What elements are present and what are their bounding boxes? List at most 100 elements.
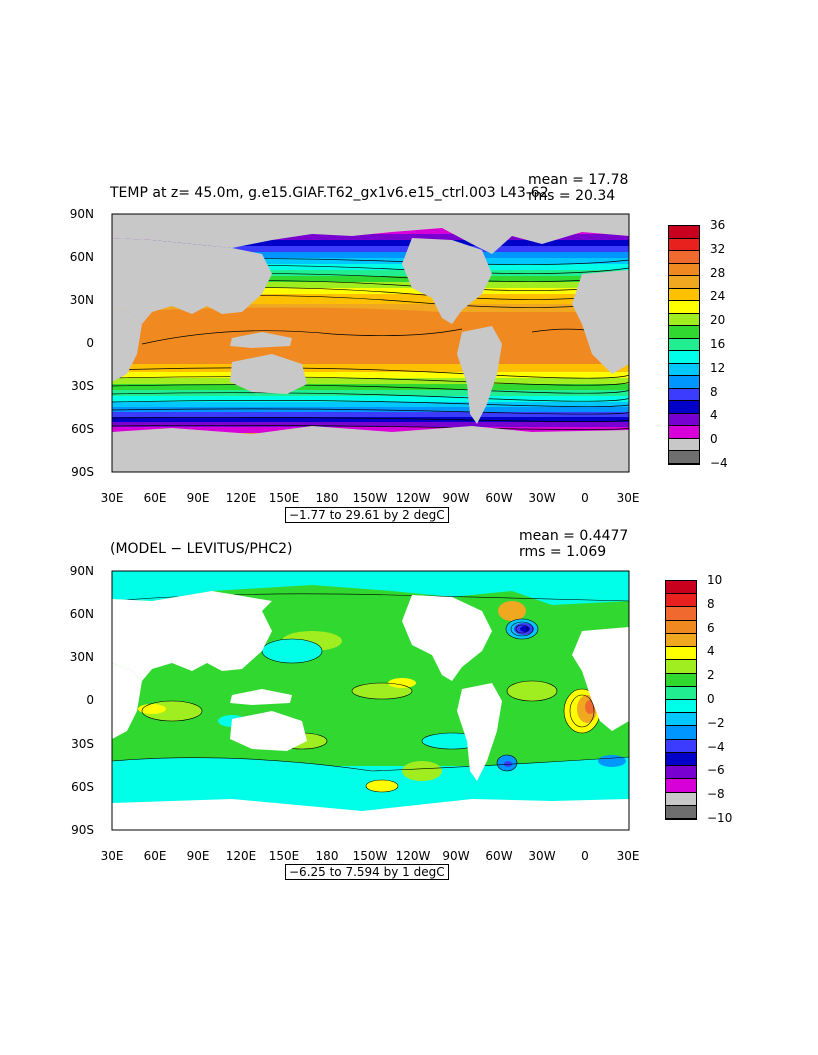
- colorbar-swatch: [669, 238, 699, 252]
- colorbar-label: 20: [710, 313, 726, 328]
- colorbar-swatch: [666, 766, 696, 780]
- colorbar-label: 32: [710, 241, 726, 256]
- lon-label: 150W: [352, 849, 388, 863]
- bottom-land-mask: [112, 591, 629, 830]
- colorbar-swatch: [666, 686, 696, 700]
- lat-label: 0: [86, 336, 94, 350]
- colorbar-swatch: [666, 633, 696, 648]
- colorbar-swatch: [666, 647, 696, 661]
- bottom-map-title: (MODEL − LEVITUS/PHC2): [110, 541, 293, 557]
- colorbar-swatch: [669, 276, 699, 289]
- colorbar-swatch: [669, 301, 699, 314]
- lon-label: 120E: [225, 491, 257, 505]
- lat-label: 90S: [71, 823, 94, 837]
- colorbar-swatch: [669, 313, 699, 327]
- colorbar-swatch: [666, 673, 696, 687]
- colorbar-swatch: [669, 338, 699, 352]
- colorbar-label: 36: [710, 218, 726, 232]
- colorbar-swatch: [669, 363, 699, 377]
- bottom-rms-label: rms = 1.069: [519, 544, 607, 560]
- lon-label: 30E: [616, 491, 640, 505]
- top-temperature-map: [111, 213, 630, 473]
- colorbar-label: 24: [710, 289, 726, 304]
- bottom-anomaly-map: [111, 570, 630, 831]
- colorbar-label: −2: [707, 715, 725, 730]
- top-map-title: TEMP at z= 45.0m, g.e15.GIAF.T62_gx1v6.e…: [110, 185, 549, 201]
- lat-label: 90N: [69, 207, 94, 221]
- colorbar-swatch: [669, 288, 699, 302]
- top-rms-label: rms = 20.34: [528, 188, 616, 204]
- colorbar-label: 4: [707, 644, 715, 659]
- lon-label: 120E: [225, 849, 257, 863]
- lon-label: 90W: [442, 491, 470, 505]
- colorbar-label: −8: [707, 787, 725, 802]
- top-colorbar: [668, 225, 700, 465]
- lat-label: 60S: [71, 422, 94, 436]
- colorbar-label: 0: [707, 692, 715, 706]
- lon-label: 60W: [485, 491, 513, 505]
- colorbar-label: 28: [710, 265, 726, 280]
- lat-label: 90S: [71, 465, 94, 479]
- lon-label: 90W: [442, 849, 470, 863]
- colorbar-swatch: [669, 426, 699, 439]
- colorbar-swatch: [669, 226, 699, 239]
- lon-label: 150W: [352, 491, 388, 505]
- colorbar-swatch: [666, 739, 696, 753]
- colorbar-label: 4: [710, 408, 718, 423]
- lon-label: 0: [581, 849, 589, 863]
- colorbar-swatch: [666, 726, 696, 740]
- colorbar-swatch: [666, 805, 696, 819]
- bottom-colorbar: [665, 580, 697, 820]
- colorbar-label: 8: [707, 596, 715, 611]
- lat-label: 60N: [69, 250, 94, 264]
- lon-label: 90E: [186, 849, 210, 863]
- top-mean-label: mean = 17.78: [528, 172, 629, 188]
- colorbar-swatch: [669, 351, 699, 364]
- lon-label: 150E: [268, 849, 300, 863]
- bottom-range-label: −6.25 to 7.594 by 1 degC: [285, 864, 449, 880]
- lon-label: 90E: [186, 491, 210, 505]
- lon-label: 30E: [100, 849, 124, 863]
- colorbar-label: 12: [710, 360, 726, 375]
- colorbar-label: 6: [707, 620, 715, 635]
- colorbar-label: −6: [707, 763, 725, 778]
- colorbar-swatch: [666, 752, 696, 767]
- lon-label: 180: [315, 849, 339, 863]
- lon-label: 120W: [395, 491, 431, 505]
- colorbar-swatch: [666, 792, 696, 806]
- colorbar-swatch: [666, 581, 696, 595]
- colorbar-swatch: [669, 376, 699, 389]
- colorbar-swatch: [669, 388, 699, 402]
- lon-label: 60E: [143, 491, 167, 505]
- colorbar-swatch: [669, 326, 699, 339]
- colorbar-swatch: [669, 451, 699, 464]
- lon-label: 120W: [395, 849, 431, 863]
- lat-label: 30S: [71, 737, 94, 751]
- lon-label: 30W: [528, 849, 556, 863]
- colorbar-label: −4: [710, 456, 728, 470]
- colorbar-swatch: [669, 413, 699, 427]
- lon-label: 0: [581, 491, 589, 505]
- colorbar-label: 0: [710, 432, 718, 447]
- colorbar-label: 10: [707, 573, 723, 587]
- colorbar-swatch: [669, 401, 699, 414]
- colorbar-swatch: [666, 660, 696, 674]
- colorbar-swatch: [669, 263, 699, 277]
- colorbar-label: −4: [707, 739, 725, 754]
- lon-label: 180: [315, 491, 339, 505]
- lat-label: 0: [86, 693, 94, 707]
- lat-label: 30N: [69, 650, 94, 664]
- lat-label: 60N: [69, 607, 94, 621]
- lat-label: 90N: [69, 564, 94, 578]
- lon-label: 60W: [485, 849, 513, 863]
- lon-label: 30E: [100, 491, 124, 505]
- bottom-mean-label: mean = 0.4477: [519, 528, 629, 544]
- colorbar-swatch: [666, 713, 696, 727]
- colorbar-swatch: [666, 594, 696, 608]
- lon-label: 30W: [528, 491, 556, 505]
- colorbar-swatch: [666, 779, 696, 793]
- colorbar-swatch: [666, 607, 696, 621]
- colorbar-label: 2: [707, 668, 715, 683]
- colorbar-label: 16: [710, 337, 726, 351]
- colorbar-swatch: [666, 700, 696, 714]
